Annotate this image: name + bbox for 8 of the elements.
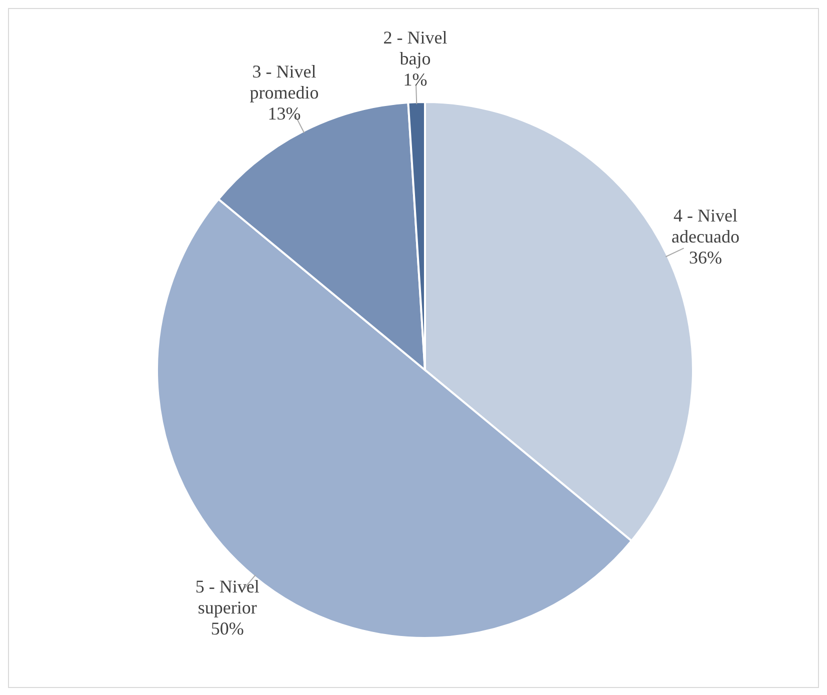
slice-label: 4 - Nivel adecuado [672,206,740,247]
data-label: 50% [210,618,244,638]
data-label: 1% [403,70,428,90]
slice-label: 2 - Nivel bajo [383,28,448,69]
slice-label: 5 - Nivel superior [195,576,260,618]
data-label: 13% [268,103,301,124]
data-label: 36% [688,248,722,268]
slice-label: 3 - Nivel promedio [250,61,319,102]
